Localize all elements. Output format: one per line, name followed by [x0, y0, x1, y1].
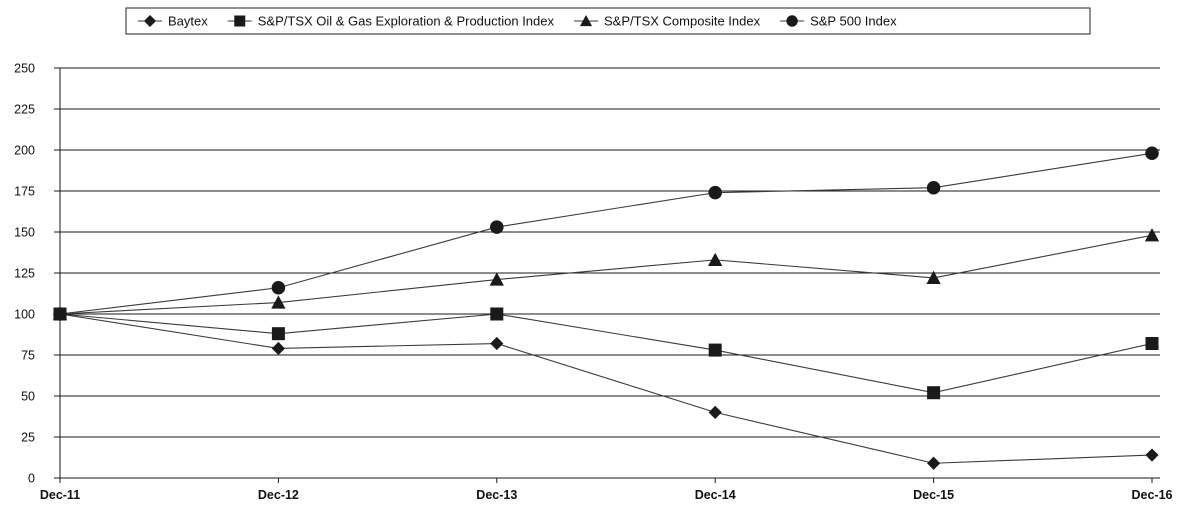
legend-label: S&P 500 Index: [810, 14, 897, 29]
y-tick-label: 0: [28, 472, 35, 486]
data-point-circle: [490, 220, 504, 234]
legend-item: S&P/TSX Composite Index: [574, 14, 761, 29]
y-tick-label: 150: [14, 226, 35, 240]
y-tick-label: 175: [14, 185, 35, 199]
y-tick-label: 50: [21, 390, 35, 404]
data-point-triangle: [271, 295, 286, 309]
data-point-circle: [926, 180, 941, 195]
x-tick-label: Dec-15: [913, 488, 954, 502]
data-point-triangle: [489, 272, 504, 286]
data-point-square: [271, 327, 285, 341]
legend-label: S&P/TSX Oil & Gas Exploration & Producti…: [258, 14, 555, 29]
x-axis: Dec-11 Dec-12 Dec-13 Dec-14 Dec-15 Dec-16: [40, 478, 1173, 502]
series-square: [53, 307, 1159, 400]
data-point-square: [1145, 337, 1159, 351]
x-tick-label: Dec-11: [40, 488, 80, 502]
y-tick-label: 100: [14, 308, 35, 322]
x-tick-label: Dec-13: [476, 488, 517, 502]
legend-item: Baytex: [138, 14, 208, 29]
data-point-diamond: [708, 405, 722, 419]
chart-gridlines: [54, 67, 1160, 479]
data-point-diamond: [1145, 448, 1159, 462]
y-tick-label: 200: [14, 144, 35, 158]
data-point-triangle: [1144, 228, 1160, 242]
data-point-diamond: [271, 341, 285, 356]
legend-item: S&P 500 Index: [780, 14, 897, 29]
legend-marker-diamond: [143, 14, 157, 28]
data-point-square: [927, 386, 941, 400]
chart-legend: Baytex S&P/TSX Oil & Gas Exploration & Pr…: [125, 7, 1091, 35]
data-point-triangle: [926, 270, 941, 284]
legend-marker-square: [234, 15, 246, 27]
y-tick-label: 75: [21, 349, 35, 363]
data-point-square: [490, 307, 504, 321]
y-axis: 0 25 50 75 100 125 150 175 200 225 250: [14, 62, 61, 486]
data-point-square: [708, 343, 722, 357]
legend-marker-triangle: [579, 14, 593, 27]
x-tick-label: Dec-16: [1132, 488, 1173, 502]
legend-marker-circle: [786, 15, 798, 27]
legend-label: Baytex: [168, 14, 208, 29]
data-point-diamond: [490, 336, 504, 351]
data-point-circle: [53, 307, 67, 321]
legend-item: S&P/TSX Oil & Gas Exploration & Producti…: [227, 14, 555, 29]
legend-box: [125, 7, 1091, 35]
x-tick-label: Dec-12: [258, 488, 299, 502]
legend-label: S&P/TSX Composite Index: [604, 14, 761, 29]
series-triangle: [52, 228, 1160, 321]
x-tick-label: Dec-14: [695, 488, 736, 502]
series-line: [59, 152, 1153, 315]
y-tick-label: 125: [14, 267, 35, 281]
data-point-circle: [271, 281, 286, 295]
data-point-triangle: [708, 252, 723, 266]
chart-series: [52, 146, 1160, 470]
data-point-circle: [708, 185, 722, 200]
series-line: [59, 313, 1153, 464]
data-point-circle: [1145, 146, 1159, 161]
y-tick-label: 225: [14, 103, 35, 117]
y-tick-label: 25: [21, 431, 35, 445]
series-line: [59, 234, 1153, 315]
data-point-diamond: [927, 456, 941, 470]
series-circle: [53, 146, 1159, 321]
series-line: [59, 313, 1153, 394]
y-tick-label: 250: [14, 62, 35, 76]
